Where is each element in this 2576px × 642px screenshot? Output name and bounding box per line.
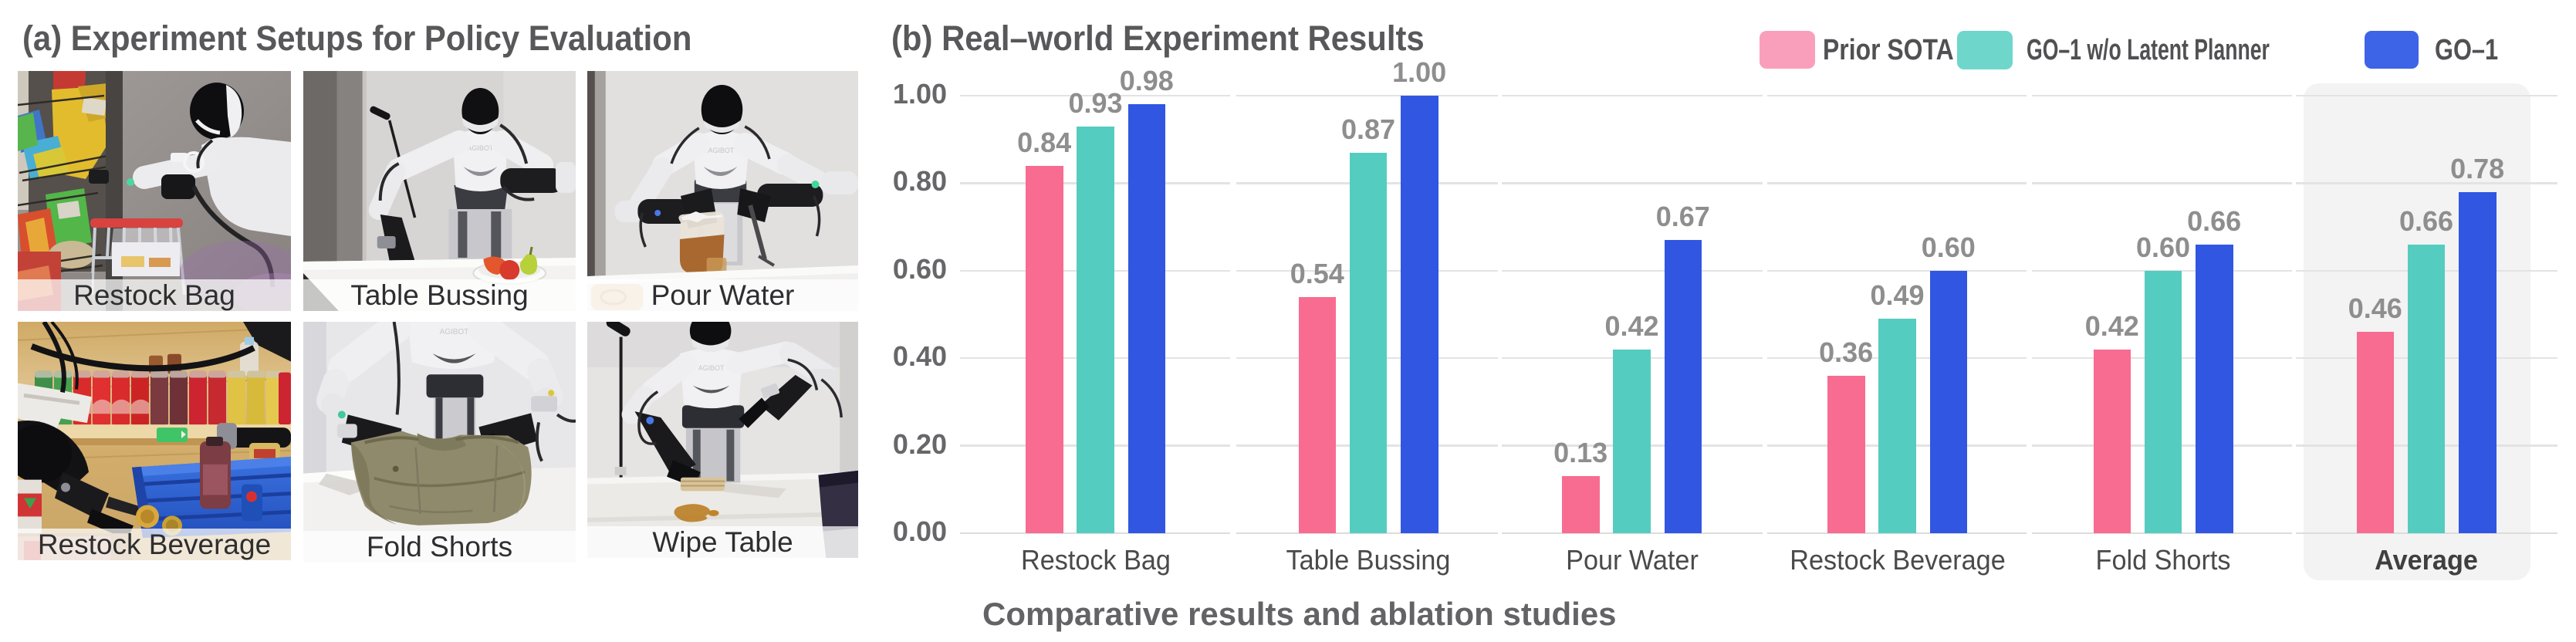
svg-text:AGIBOT: AGIBOT (698, 364, 725, 372)
svg-text:AGIBOT: AGIBOT (440, 328, 469, 336)
svg-text:AGIBOT: AGIBOT (467, 144, 493, 152)
svg-text:AGIBOT: AGIBOT (708, 147, 735, 154)
